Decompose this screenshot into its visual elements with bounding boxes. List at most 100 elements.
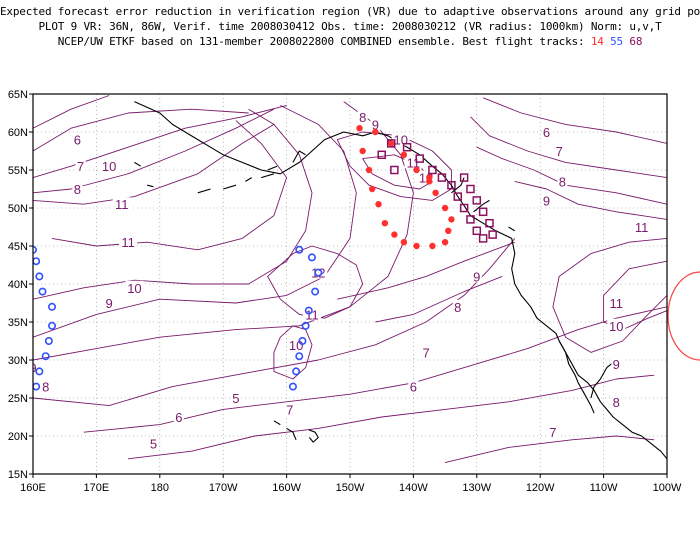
contour-line xyxy=(51,120,288,251)
track-68-point xyxy=(447,180,456,190)
coastline xyxy=(261,173,275,179)
contour-line xyxy=(482,97,667,144)
contour-label-bg xyxy=(421,345,432,359)
track-55-point xyxy=(301,321,310,330)
coastline xyxy=(267,165,278,171)
track-68-point xyxy=(428,165,437,175)
track-68-point xyxy=(459,173,469,182)
track-55-point xyxy=(311,287,320,296)
coastline xyxy=(508,226,516,232)
track-68-point xyxy=(472,226,482,236)
contour-label: 8 xyxy=(454,300,461,315)
header-line-3: NCEP/UW ETKF based on 131-member 2008022… xyxy=(0,34,700,49)
coastline xyxy=(308,429,319,443)
track-55-point xyxy=(48,302,57,311)
track-55-point xyxy=(304,306,313,315)
contour-label: 10 xyxy=(127,281,141,296)
verification-region-arc xyxy=(667,271,700,361)
x-tick-label: 150W xyxy=(336,482,365,494)
contour-label-bg xyxy=(72,132,83,146)
contour-label: 9 xyxy=(29,361,36,376)
track-68-point xyxy=(488,230,497,239)
contour-label: 11 xyxy=(610,296,624,311)
contour-label: 9 xyxy=(473,269,480,284)
header-line-2: PLOT 9 VR: 36N, 86W, Verif. time 2008030… xyxy=(38,20,662,33)
track-14-point xyxy=(381,220,389,227)
track-14-point xyxy=(413,242,420,250)
contour-label-bg xyxy=(541,125,552,138)
contour-label-bg xyxy=(408,379,419,393)
y-tick-label: 55N xyxy=(8,165,28,177)
contour-label-bg xyxy=(557,174,568,188)
track-14-point xyxy=(372,128,379,136)
contour-line xyxy=(337,241,515,300)
y-tick-label: 65N xyxy=(8,89,28,101)
contour-line xyxy=(33,108,249,152)
x-tick-label: 100W xyxy=(653,482,682,494)
contour-label: 5 xyxy=(232,391,239,406)
track-label-14: 14 xyxy=(590,35,604,48)
contour-label: 5 xyxy=(150,437,157,452)
coastline xyxy=(473,199,490,213)
track-14-point xyxy=(413,166,420,174)
coastline xyxy=(134,161,142,167)
contour-label: 8 xyxy=(359,110,366,125)
contour-label-bg xyxy=(547,425,558,439)
contour-line xyxy=(514,180,667,220)
track-55-point xyxy=(35,272,44,281)
y-tick-label: 60N xyxy=(8,127,28,139)
track-14-point xyxy=(391,231,398,238)
track-68-point xyxy=(437,173,447,182)
contour-label-bg xyxy=(72,182,83,195)
y-tick-label: 20N xyxy=(8,431,28,443)
contour-line xyxy=(83,306,667,433)
coastline xyxy=(451,177,465,194)
track-55-point xyxy=(33,382,41,391)
contour-label-bg xyxy=(632,220,651,233)
y-tick-label: 15N xyxy=(8,469,28,481)
track-14-point xyxy=(426,174,433,181)
contour-label-bg xyxy=(309,265,328,279)
track-68-point xyxy=(466,215,475,224)
contour-ring xyxy=(267,245,364,319)
track-68-point xyxy=(466,184,475,194)
x-tick-label: 120W xyxy=(526,482,555,494)
contour-label: 10 xyxy=(102,159,116,174)
coastline xyxy=(292,150,306,163)
contour-label: 9 xyxy=(372,117,379,132)
contour-label: 7 xyxy=(286,402,293,417)
contour-label: 6 xyxy=(175,410,182,425)
coastline xyxy=(558,340,595,414)
track-14-point xyxy=(441,239,449,246)
track-55-point xyxy=(307,253,316,262)
x-tick-label: 170W xyxy=(209,482,238,494)
y-tick-label: 50N xyxy=(8,203,28,215)
contour-label: 6 xyxy=(410,380,417,395)
x-tick-label: 110W xyxy=(590,482,619,494)
y-axis-ticks: 15N 20N 25N 30N 35N 40N 45N 50N 55N 60N 65N xyxy=(8,89,33,481)
contour-lines xyxy=(33,95,667,464)
track-label-68: 68 xyxy=(629,35,643,48)
x-tick-label: 180 xyxy=(151,482,169,494)
contour-label-bg xyxy=(370,117,381,131)
contour-labels: 6781011891011121112109111098756567891198… xyxy=(29,109,651,452)
coastline xyxy=(273,420,281,426)
track-14-point xyxy=(429,242,436,250)
track-68-point xyxy=(485,218,494,228)
contour-label-bg xyxy=(302,307,321,321)
track-55-point xyxy=(314,268,323,277)
track-14-point xyxy=(388,140,395,147)
flight-tracks xyxy=(33,125,497,391)
contour-label-bg xyxy=(173,410,184,423)
track-68-point xyxy=(459,203,469,213)
contour-label-bg xyxy=(119,235,138,249)
contour-label-bg xyxy=(452,299,463,313)
track-55-point xyxy=(33,257,41,266)
contour-label-bg xyxy=(611,356,622,370)
contour-label: 7 xyxy=(422,345,429,360)
contour-label-bg xyxy=(284,402,295,416)
contour-label: 7 xyxy=(556,144,563,159)
track-14-point xyxy=(365,166,373,174)
contour-label: 7 xyxy=(77,159,84,174)
y-tick-label: 45N xyxy=(8,241,28,253)
